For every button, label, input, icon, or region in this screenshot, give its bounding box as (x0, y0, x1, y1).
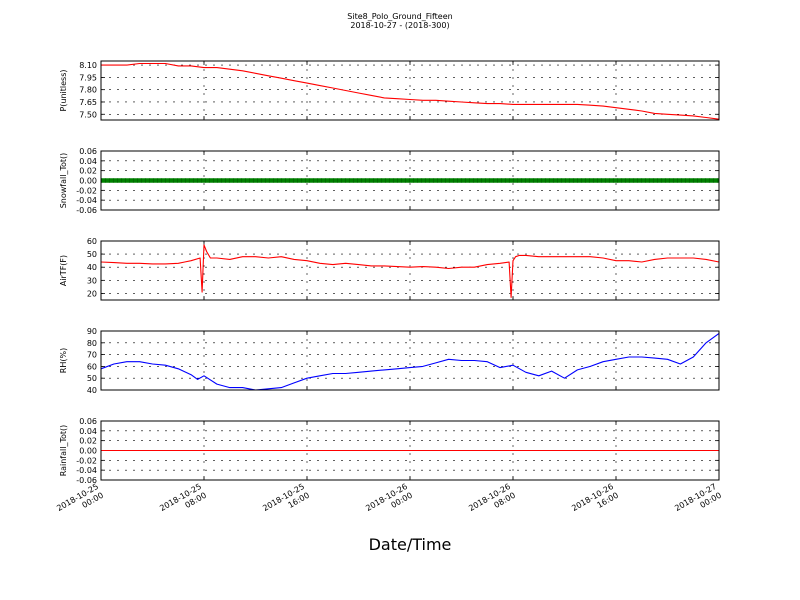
y-tick-label: 0.02 (79, 437, 97, 446)
y-tick-label: 0.06 (79, 147, 97, 156)
figure-subtitle: 2018-10-27 - (2018-300) (350, 21, 449, 30)
y-tick-label: -0.02 (76, 186, 97, 195)
y-tick-label: 7.95 (79, 73, 97, 82)
y-tick-label: 50 (87, 250, 97, 259)
x-axis-label: Date/Time (369, 535, 452, 554)
panel-4: 90 80 70 60 50 40 RH(%) (59, 327, 720, 395)
y-tick-label: 40 (87, 263, 97, 272)
panel-frame (100, 150, 720, 211)
y-tick-label: 0.06 (79, 417, 97, 426)
y-tick-label: 90 (87, 327, 97, 336)
y-tick-label: 0.02 (79, 167, 97, 176)
y-tick-label: -0.06 (76, 476, 97, 485)
y-tick-label: -0.02 (76, 456, 97, 465)
y-tick-label: 70 (87, 351, 97, 360)
panel-frame (100, 60, 720, 121)
series-line (100, 244, 720, 298)
y-tick-label: 30 (87, 276, 97, 285)
y-tick-label: 0.04 (79, 157, 97, 166)
panel-1: 8.10 7.95 7.80 7.65 7.50 P(unitless) (59, 60, 720, 121)
y-tick-label: 20 (87, 289, 97, 298)
panel-3: 60 50 40 30 20 AirTF(F) (59, 237, 720, 301)
y-tick-label: 0.04 (79, 427, 97, 436)
y-tick-label: 8.10 (79, 61, 97, 70)
panel-5: 0.060.040.020.00-0.02-0.04-0.06 Rainfall_… (59, 417, 720, 485)
y-axis-label: Rainfall_Tot() (59, 425, 68, 477)
y-tick-label: 7.50 (79, 110, 97, 119)
y-tick-label: 50 (87, 374, 97, 383)
y-tick-label: 0.00 (79, 447, 97, 456)
series-line (100, 332, 720, 391)
y-tick-label: -0.04 (76, 466, 97, 475)
figure-title: Site8_Polo_Ground_Fifteen (347, 12, 452, 21)
y-axis-label: P(unitless) (59, 69, 68, 111)
panel-frame (100, 240, 720, 301)
y-axis-label: RH(%) (59, 348, 68, 373)
panel-2: 0.060.040.020.00-0.02-0.04-0.06 Snowfall_… (59, 147, 720, 215)
y-tick-label: 40 (87, 386, 97, 395)
y-tick-label: 0.00 (79, 177, 97, 186)
y-tick-label: 60 (87, 362, 97, 371)
panel-frame (100, 420, 720, 481)
y-tick-label: 7.65 (79, 98, 97, 107)
chart-panels: 8.107.957.807.657.50P(unitless)0.060.040… (59, 60, 720, 485)
y-tick-label: 80 (87, 339, 97, 348)
y-axis-label: AirTF(F) (59, 255, 68, 286)
y-tick-label: -0.04 (76, 196, 97, 205)
series-line (101, 62, 720, 120)
y-tick-label: 7.80 (79, 86, 97, 95)
y-tick-label: -0.06 (76, 206, 97, 215)
y-tick-label: 60 (87, 237, 97, 246)
panel-frame (100, 330, 720, 391)
y-axis-label: Snowfall_Tot() (59, 153, 68, 209)
